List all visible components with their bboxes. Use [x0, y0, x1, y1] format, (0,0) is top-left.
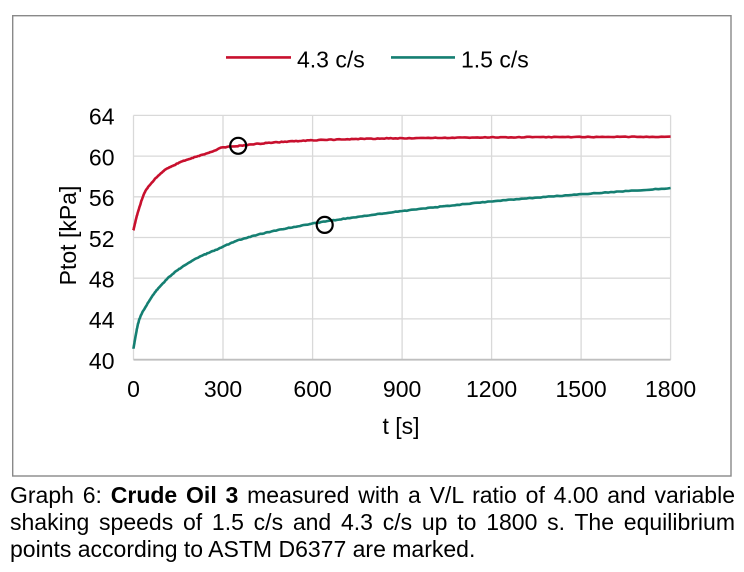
- svg-text:40: 40: [89, 348, 115, 374]
- svg-text:600: 600: [293, 376, 331, 402]
- svg-text:1800: 1800: [645, 376, 696, 402]
- svg-text:56: 56: [89, 185, 115, 211]
- svg-text:4.3 c/s: 4.3 c/s: [297, 47, 365, 73]
- svg-text:64: 64: [89, 104, 115, 130]
- svg-text:900: 900: [383, 376, 421, 402]
- svg-text:1500: 1500: [556, 376, 607, 402]
- svg-text:t [s]: t [s]: [382, 413, 419, 439]
- svg-text:1.5 c/s: 1.5 c/s: [461, 47, 529, 73]
- svg-text:48: 48: [89, 267, 115, 293]
- svg-text:44: 44: [89, 307, 115, 333]
- svg-text:300: 300: [204, 376, 242, 402]
- svg-text:0: 0: [127, 376, 140, 402]
- svg-text:60: 60: [89, 144, 115, 170]
- svg-text:52: 52: [89, 226, 115, 252]
- svg-text:1200: 1200: [466, 376, 517, 402]
- svg-text:Ptot [kPa]: Ptot [kPa]: [55, 186, 81, 286]
